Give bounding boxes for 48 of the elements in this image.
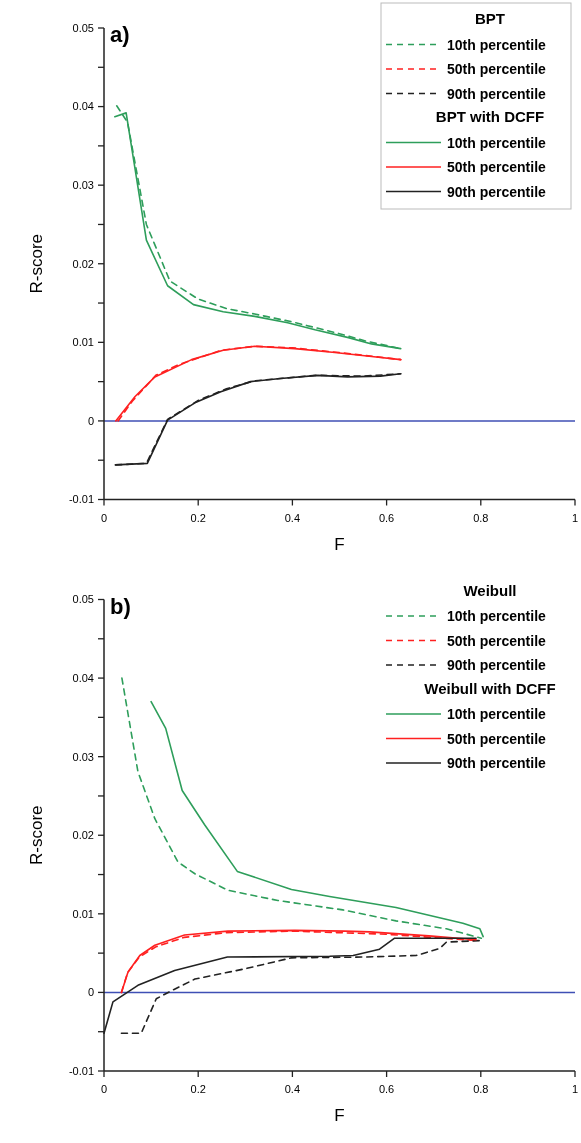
legend-label: 90th percentile: [447, 755, 547, 771]
y-tick-label: 0.02: [72, 257, 94, 270]
y-tick-label: 0.03: [72, 179, 94, 192]
annotation: BPT with DCFF: [435, 108, 545, 125]
y-axis-title: R-score: [27, 805, 46, 866]
x-tick-label: 1: [571, 1083, 579, 1095]
x-tick-label: 0: [100, 511, 108, 524]
y-tick-label: 0.04: [72, 100, 94, 113]
legend-label: 90th percentile: [447, 183, 547, 200]
y-tick-label: -0.01: [68, 493, 94, 506]
chart-title: b): [110, 593, 131, 619]
legend-label: 10th percentile: [447, 134, 547, 151]
y-axis-title: R-score: [27, 233, 46, 294]
legend-label: 50th percentile: [447, 632, 547, 649]
x-tick-label: 0.6: [378, 511, 395, 524]
annotation: Weibull with DCFF: [424, 679, 556, 697]
y-tick-label: 0.05: [72, 593, 94, 606]
legend-label: 10th percentile: [447, 706, 547, 722]
text: BPT: [475, 10, 505, 27]
x-axis-title: F: [334, 534, 345, 554]
legend-label: 50th percentile: [447, 61, 547, 77]
chart-title: a): [110, 22, 130, 47]
y-tick-label: 0.03: [72, 750, 94, 763]
y-tick-label: -0.01: [68, 1064, 94, 1077]
y-tick-label: 0.05: [72, 21, 94, 34]
y-tick-label: 0: [87, 414, 94, 427]
legend-label: 50th percentile: [447, 730, 547, 747]
y-tick-label: 0: [87, 986, 94, 999]
x-tick-label: 0.6: [378, 1083, 395, 1095]
y-tick-label: 0.04: [72, 671, 94, 684]
x-tick-label: 0.4: [284, 1083, 301, 1095]
text: Weibull: [463, 581, 517, 599]
y-tick-label: 0.01: [72, 907, 94, 920]
x-tick-label: 0.8: [473, 511, 489, 524]
x-axis-title: F: [334, 1106, 345, 1125]
legend-label: 90th percentile: [447, 657, 547, 673]
x-tick-label: 0.8: [473, 1083, 489, 1095]
legend-label: 10th percentile: [447, 608, 547, 624]
x-tick-label: 0.2: [190, 1083, 206, 1095]
legend-label: 90th percentile: [447, 85, 547, 102]
x-tick-label: 0.2: [190, 511, 206, 524]
x-tick-label: 0.4: [284, 511, 301, 524]
x-tick-label: 0: [100, 1083, 108, 1095]
y-tick-label: 0.01: [72, 336, 94, 349]
legend-label: 10th percentile: [447, 36, 547, 53]
legend-label: 50th percentile: [447, 159, 547, 175]
y-tick-label: 0.02: [72, 829, 94, 842]
x-tick-label: 1: [571, 511, 579, 524]
